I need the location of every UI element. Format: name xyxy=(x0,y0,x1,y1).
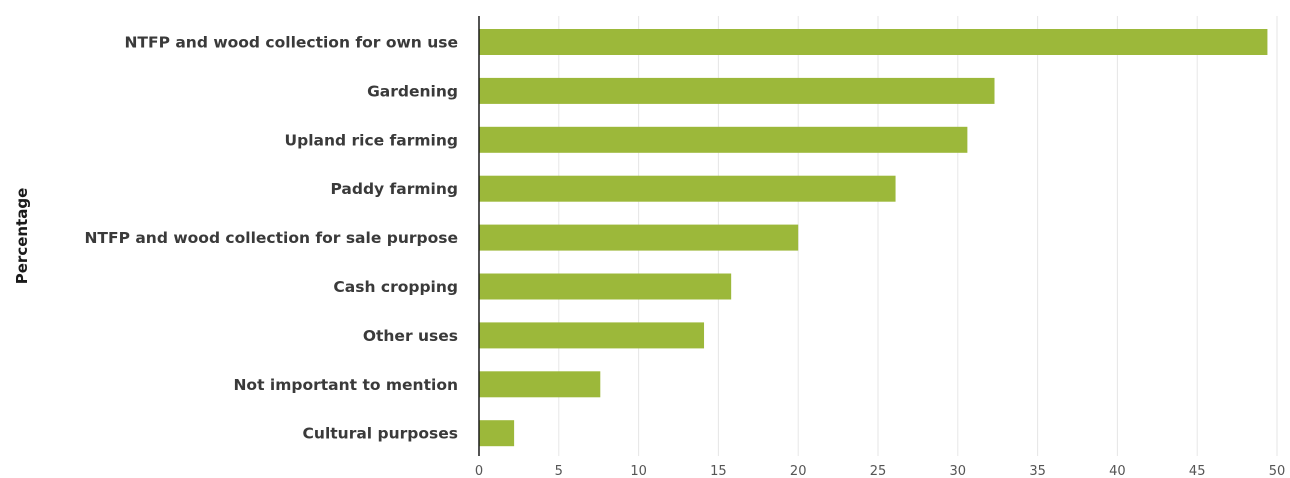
x-tick-label: 45 xyxy=(1189,464,1206,478)
bar xyxy=(479,175,896,202)
x-tick-label: 10 xyxy=(630,464,647,478)
x-tick-label: 25 xyxy=(870,464,887,478)
bar xyxy=(479,224,799,251)
category-label: Other uses xyxy=(363,327,458,345)
category-label: NTFP and wood collection for own use xyxy=(124,34,458,52)
category-labels: NTFP and wood collection for own use Gard… xyxy=(84,34,458,443)
bar xyxy=(479,77,995,104)
bars xyxy=(479,29,1268,447)
x-tick-label: 50 xyxy=(1269,464,1286,478)
x-tick-label: 0 xyxy=(475,464,483,478)
bar xyxy=(479,273,732,300)
category-label: Gardening xyxy=(367,82,458,100)
bar xyxy=(479,420,515,447)
bar xyxy=(479,371,601,398)
x-tick-label: 20 xyxy=(790,464,807,478)
x-tick-label: 35 xyxy=(1029,464,1046,478)
x-tick-label: 30 xyxy=(950,464,967,478)
category-label: Not important to mention xyxy=(233,376,458,394)
bar xyxy=(479,29,1268,55)
bar xyxy=(479,322,705,349)
x-axis-ticks: 0 5 10 15 20 25 30 35 40 45 50 xyxy=(475,464,1285,478)
category-label: Upland rice farming xyxy=(285,131,458,149)
category-label: NTFP and wood collection for sale purpos… xyxy=(84,229,458,247)
x-tick-label: 40 xyxy=(1109,464,1126,478)
category-label: Paddy farming xyxy=(330,180,458,198)
x-tick-label: 15 xyxy=(710,464,727,478)
category-label: Cash cropping xyxy=(333,278,458,296)
category-label: Cultural purposes xyxy=(303,425,458,443)
x-tick-label: 5 xyxy=(555,464,563,478)
y-axis-title: Percentage xyxy=(13,188,31,285)
bar xyxy=(479,126,968,153)
